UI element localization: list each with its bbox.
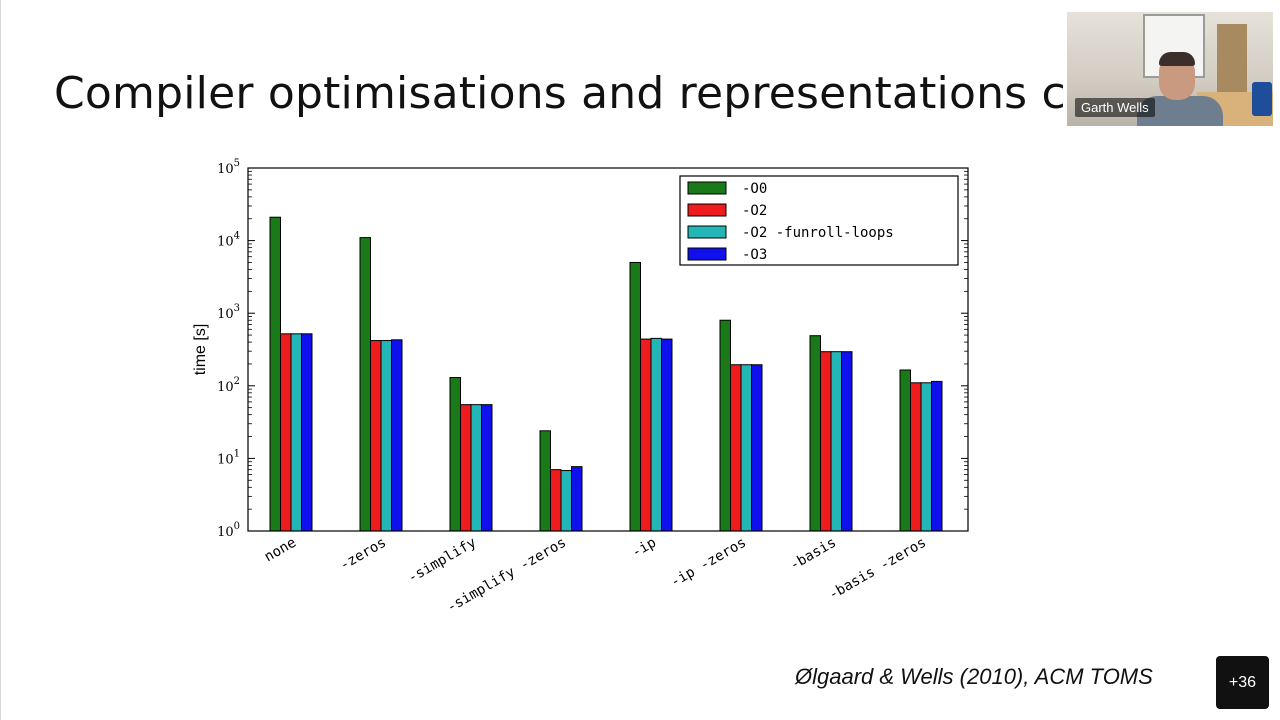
- slide-title: Compiler optimisations and representatio…: [54, 68, 1121, 119]
- bar: [820, 351, 832, 532]
- x-tick-label: none: [262, 535, 299, 566]
- bar: [830, 351, 842, 532]
- bar: [460, 404, 472, 532]
- bar: [370, 340, 382, 532]
- y-tick-label: 104: [217, 231, 240, 250]
- bar: [661, 338, 673, 532]
- x-tick-label: -basis: [787, 535, 839, 574]
- bar: [269, 216, 281, 532]
- y-tick-label: 101: [217, 448, 240, 467]
- citation: Ølgaard & Wells (2010), ACM TOMS: [795, 664, 1153, 689]
- bar: [910, 382, 922, 532]
- bar: [359, 237, 371, 532]
- bar: [470, 404, 482, 532]
- bar: [841, 351, 853, 532]
- bar: [809, 335, 821, 532]
- legend-swatch: [687, 203, 727, 217]
- legend-label: -O3: [742, 247, 767, 263]
- bar: [719, 319, 731, 532]
- legend-swatch: [687, 225, 727, 239]
- bar: [280, 333, 292, 532]
- legend-label: -O2: [742, 203, 767, 219]
- legend-label: -O2 -funroll-loops: [742, 225, 894, 241]
- bar: [481, 404, 493, 532]
- bar: [650, 337, 662, 532]
- bar: [290, 333, 302, 532]
- bar: [449, 377, 461, 532]
- bar: [550, 469, 562, 532]
- plot-frame: [247, 167, 969, 532]
- bar: [560, 470, 572, 532]
- bar: [899, 369, 911, 532]
- legend-label: -O0: [742, 181, 767, 197]
- bar: [931, 380, 943, 532]
- bar: [730, 364, 742, 532]
- x-tick-label: -simplify: [405, 535, 479, 587]
- bar: [920, 382, 932, 532]
- bar: [539, 430, 551, 532]
- bar: [380, 340, 392, 532]
- y-tick-label: 105: [217, 158, 240, 177]
- video-thumbnail[interactable]: Garth Wells: [1067, 12, 1273, 126]
- y-tick-label: 100: [217, 521, 240, 540]
- x-tick-label: -ip -zeros: [668, 535, 749, 591]
- bar: [571, 466, 583, 532]
- y-tick-label: 103: [217, 303, 240, 322]
- bar: [640, 338, 652, 532]
- participants-count-button[interactable]: +36: [1216, 656, 1269, 709]
- x-tick-label: -ip: [629, 535, 659, 562]
- bar: [629, 261, 641, 532]
- bar: [751, 364, 763, 532]
- bar: [391, 339, 403, 532]
- x-tick-label: -basis -zeros: [826, 535, 929, 604]
- slide-edge: [0, 0, 1, 720]
- x-tick-label: -zeros: [337, 535, 389, 574]
- bar: [740, 364, 752, 532]
- participant-name-tag: Garth Wells: [1075, 98, 1155, 117]
- y-axis-label: time [s]: [192, 324, 209, 376]
- legend-swatch: [687, 181, 727, 195]
- y-tick-label: 102: [217, 376, 240, 395]
- bar: [301, 333, 313, 532]
- legend-swatch: [687, 247, 727, 261]
